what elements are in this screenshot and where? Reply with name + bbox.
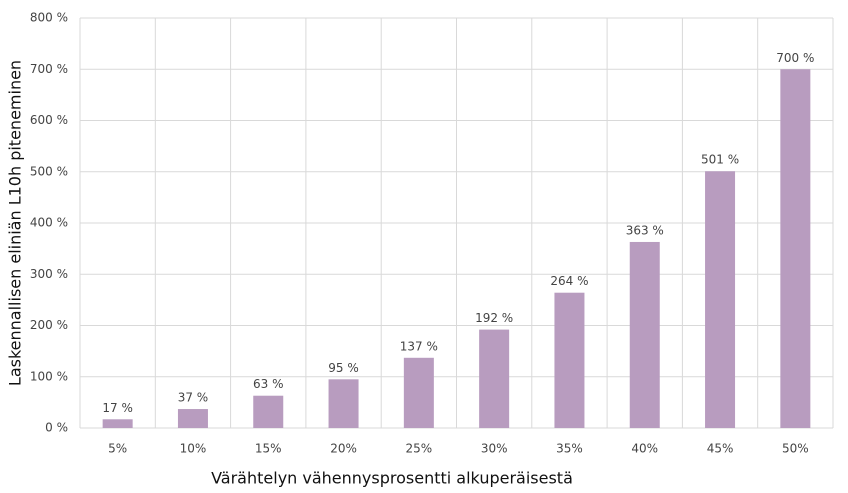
x-tick-label: 10% [180, 442, 207, 456]
value-label: 137 % [400, 339, 438, 353]
value-label: 192 % [475, 311, 513, 325]
y-tick-label: 300 % [30, 267, 68, 281]
x-tick-label: 30% [481, 442, 508, 456]
value-label: 700 % [776, 51, 814, 65]
value-label: 17 % [102, 401, 133, 415]
x-tick-label: 45% [707, 442, 734, 456]
x-tick-label: 20% [330, 442, 357, 456]
bar [102, 419, 133, 428]
value-label: 37 % [178, 391, 209, 405]
x-tick-label: 15% [255, 442, 282, 456]
y-tick-label: 800 % [30, 11, 68, 25]
y-tick-label: 600 % [30, 113, 68, 127]
value-label: 501 % [701, 153, 739, 167]
value-label: 63 % [253, 377, 284, 391]
value-label: 264 % [550, 274, 588, 288]
y-tick-label: 500 % [30, 164, 68, 178]
x-tick-label: 40% [631, 442, 658, 456]
y-axis-title: Laskennallisen eliniän L10h piteneminen [6, 60, 25, 386]
y-tick-label: 400 % [30, 216, 68, 230]
x-tick-label: 35% [556, 442, 583, 456]
bar [403, 357, 434, 428]
bar [780, 69, 811, 428]
x-tick-label: 5% [108, 442, 127, 456]
x-tick-label: 25% [406, 442, 433, 456]
x-tick-label: 50% [782, 442, 809, 456]
bar [479, 329, 510, 428]
y-tick-label: 0 % [45, 421, 68, 435]
y-tick-label: 700 % [30, 62, 68, 76]
y-tick-label: 100 % [30, 369, 68, 383]
bar [554, 292, 585, 428]
bar [253, 395, 284, 428]
bar [177, 409, 208, 428]
value-label: 363 % [626, 223, 664, 237]
value-label: 95 % [328, 361, 359, 375]
bar [629, 241, 660, 428]
bar [705, 171, 736, 429]
bar [328, 379, 359, 428]
y-tick-label: 200 % [30, 318, 68, 332]
x-axis-title: Värähtelyn vähennysprosentti alkuperäise… [211, 469, 573, 488]
